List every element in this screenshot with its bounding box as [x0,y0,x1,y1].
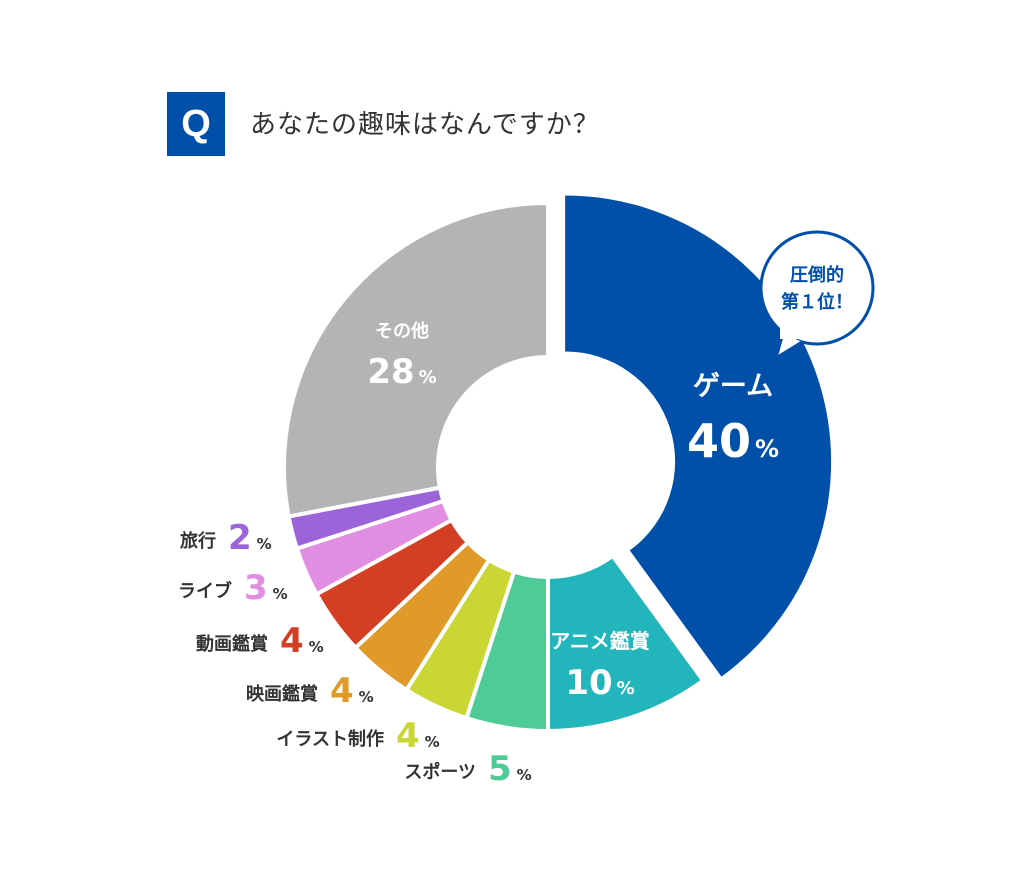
slice-value-0: 40% [687,414,779,468]
slice-value-2-unit: % [517,766,532,784]
slice-value-8-unit: % [419,367,437,388]
slice-value-0-number: 40 [687,414,751,468]
callout-line2: 第１位！ [781,291,853,313]
slice-value-6: 3% [244,568,288,608]
slice-value-5: 4% [280,621,324,661]
slice-value-2: 5% [488,749,532,789]
slice-label-7: 旅行 [180,530,216,552]
slice-label-0: ゲーム [693,371,773,402]
slice-labels: ゲーム 40 % アニメ鑑賞 10 % その他 28 % スポーツ 5 % イラスト制作 4 % 映画鑑賞 4%… [178,320,779,789]
slice-value-4-number: 4 [330,671,354,711]
slice-value-4-unit: % [359,688,374,706]
slice-value-1-number: 10 [565,663,612,703]
slice-value-6-number: 3 [244,568,268,608]
slice-value-5-unit: % [309,638,324,656]
slice-value-8-number: 28 [367,352,414,392]
slice-8 [282,201,550,519]
callout-line1: 圧倒的 [790,264,844,286]
slice-value-7: 2% [228,518,272,558]
slice-value-1: 10% [565,663,634,703]
slice-value-7-unit: % [257,535,272,553]
slice-label-4: 映画鑑賞 [246,683,318,705]
callout-circle [759,230,875,346]
callout-bubble: 圧倒的 第１位！ [759,230,875,360]
slice-value-3-number: 4 [396,716,420,756]
slice-value-1-unit: % [617,678,635,699]
donut-slices [282,195,832,733]
slice-label-2: スポーツ [404,761,476,783]
question-badge: Q [167,92,225,156]
slice-label-1: アニメ鑑賞 [550,629,650,653]
slice-value-2-number: 5 [488,749,512,789]
slice-value-3: 4% [396,716,440,756]
slice-label-6: ライブ [178,580,232,602]
slice-value-7-number: 2 [228,518,252,558]
slice-label-8: その他 [375,320,429,342]
slice-value-5-number: 4 [280,621,304,661]
callout-tail [774,332,803,360]
slice-value-8: 28% [367,352,436,392]
question-text: あなたの趣味はなんですか？ [250,110,600,140]
slice-value-3-unit: % [425,733,440,751]
slice-0 [565,195,832,677]
slice-value-6-unit: % [273,585,288,603]
slice-label-5: 動画鑑賞 [196,633,268,655]
slice-label-3: イラスト制作 [276,728,384,750]
slice-1 [546,553,706,733]
slice-value-0-unit: % [755,435,779,463]
slice-value-4: 4% [330,671,374,711]
